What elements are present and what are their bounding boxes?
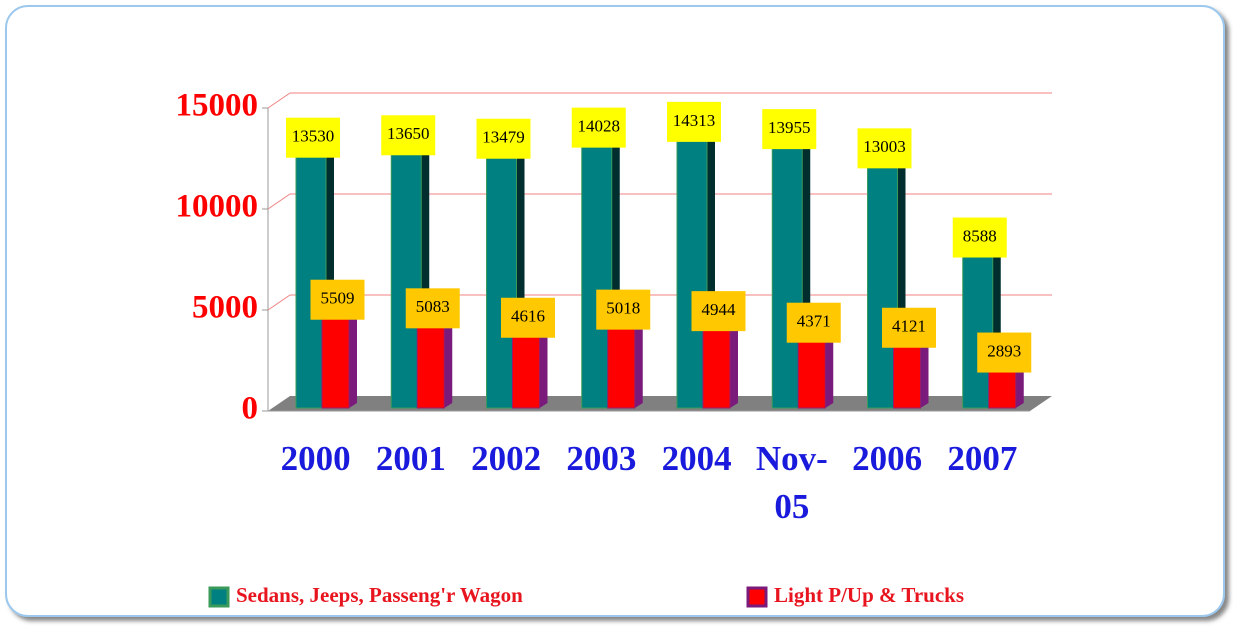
value-label: 14313 [673, 111, 716, 130]
value-label: 14028 [578, 117, 621, 136]
grid-line [267, 294, 291, 311]
value-label: 8588 [963, 226, 997, 245]
bar-side [730, 306, 738, 408]
value-label-box [667, 101, 721, 142]
bar-side [634, 304, 643, 408]
value-label: 4616 [511, 307, 545, 326]
bar [390, 134, 422, 409]
y-tick-label: 10000 [176, 189, 259, 225]
value-label-box [952, 217, 1007, 258]
x-tick-label: 2004 [662, 439, 732, 478]
x-tick-label: 2006 [852, 439, 922, 478]
y-tick-label: 5000 [192, 290, 258, 326]
grid-line [267, 92, 291, 109]
value-label-box [882, 307, 936, 348]
x-tick-label: 2007 [947, 439, 1017, 478]
value-label-box [571, 107, 626, 148]
bar-side [444, 303, 453, 408]
value-label-box [286, 117, 340, 158]
bar [867, 147, 898, 409]
value-label: 13955 [768, 118, 811, 137]
value-label-box [501, 297, 555, 338]
value-label: 5018 [606, 299, 640, 318]
value-label-box [691, 291, 746, 332]
value-label: 5509 [321, 289, 355, 308]
bar-side [349, 294, 357, 408]
value-label-box [596, 289, 651, 330]
bar [676, 121, 708, 409]
value-label-box [977, 332, 1032, 373]
value-label-box [476, 118, 531, 159]
bar [771, 128, 803, 409]
legend-label: Sedans, Jeeps, Passeng'r Wagon [236, 583, 523, 607]
legend-swatch [208, 586, 230, 608]
value-label: 4944 [702, 300, 737, 319]
x-tick-label: 2002 [471, 439, 541, 478]
y-tick-label: 15000 [176, 88, 259, 124]
y-tick-label: 0 [242, 391, 259, 427]
x-tick-label: 2001 [376, 439, 446, 478]
value-label: 13003 [863, 137, 906, 156]
value-label-box [762, 109, 817, 150]
value-label: 4121 [892, 317, 926, 336]
value-label-box [786, 302, 841, 343]
value-label-box [310, 279, 365, 320]
x-tick-label: 2003 [566, 439, 636, 478]
value-label: 2893 [987, 341, 1021, 360]
legend-swatch [746, 586, 768, 608]
grid-line [267, 193, 291, 210]
value-label-box [381, 115, 436, 156]
bar [295, 137, 327, 409]
x-tick-label: 2000 [281, 439, 351, 478]
value-label-box [405, 288, 460, 329]
x-tick-label: Nov-05 [756, 439, 828, 526]
value-label: 5083 [416, 297, 450, 316]
value-label: 4371 [797, 312, 831, 331]
value-label: 13650 [387, 124, 430, 143]
floor [268, 396, 1052, 411]
legend-label: Light P/Up & Trucks [774, 583, 964, 607]
value-label-box [857, 128, 912, 169]
value-label: 13479 [482, 128, 525, 147]
bar [581, 127, 613, 409]
value-label: 13530 [292, 127, 335, 146]
